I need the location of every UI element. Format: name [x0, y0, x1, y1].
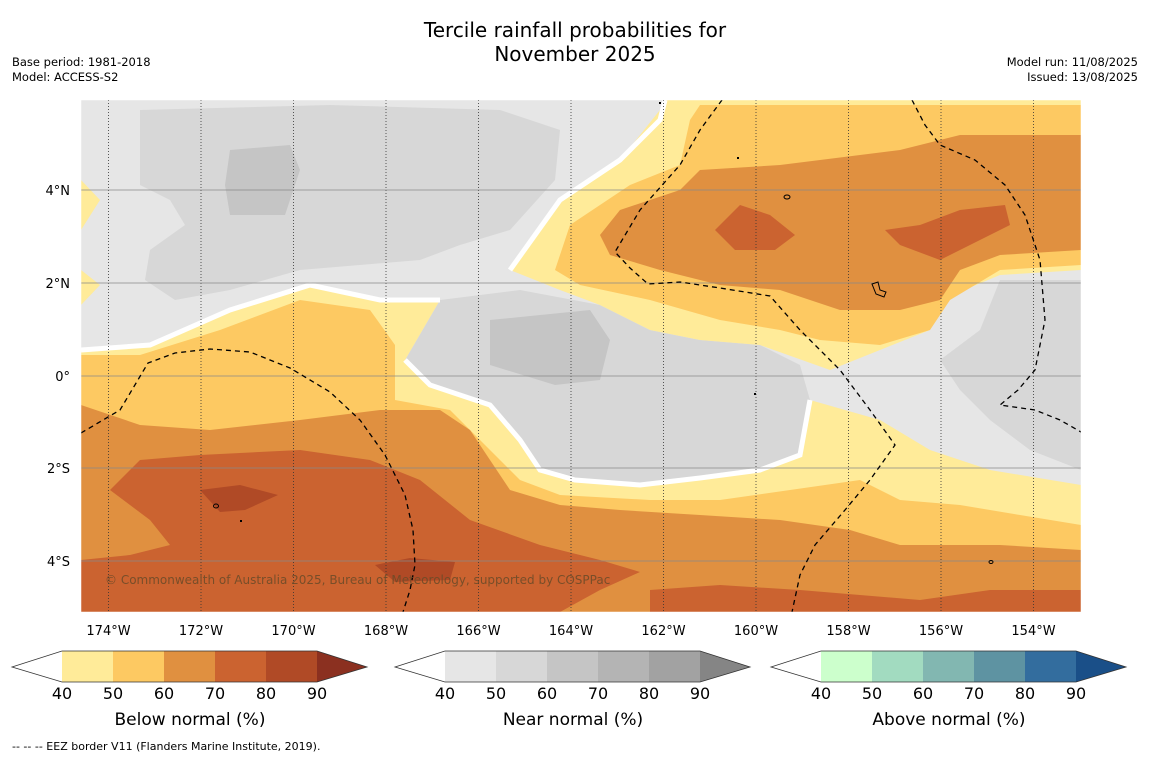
colorbar-over-arrow	[317, 651, 367, 682]
colorbar-under-arrow	[771, 651, 821, 682]
x-tick-label: 174°W	[86, 624, 130, 639]
eez-footnote: -- -- -- EEZ border V11 (Flanders Marine…	[12, 740, 321, 753]
colorbar-segment	[649, 651, 700, 682]
page-title: Tercile rainfall probabilities for Novem…	[0, 18, 1150, 66]
colorbar-segment	[547, 651, 598, 682]
colorbar-tick: 70	[205, 684, 225, 703]
y-tick-label: 0°	[55, 370, 70, 385]
colorbar-over-arrow	[1076, 651, 1126, 682]
y-tick-label: 2°N	[46, 277, 71, 292]
colorbar-segment	[923, 651, 974, 682]
colorbar-tick: 50	[486, 684, 506, 703]
x-tick-label: 164°W	[549, 624, 593, 639]
model-run-text: Model run: 11/08/2025	[1006, 55, 1138, 69]
x-tick-label: 168°W	[364, 624, 408, 639]
colorbar-segment	[598, 651, 649, 682]
base-period-text: Base period: 1981-2018	[12, 55, 151, 69]
colorbar-tick: 40	[435, 684, 455, 703]
x-axis-labels: 174°W 172°W 170°W 168°W 166°W 164°W 162°…	[86, 624, 1055, 639]
colorbar-under-arrow	[395, 651, 445, 682]
colorbar-tick: 60	[537, 684, 557, 703]
copyright-text: © Commonwealth of Australia 2025, Bureau…	[105, 573, 610, 587]
colorbar-segment	[974, 651, 1025, 682]
colorbar-label: Below normal (%)	[115, 710, 266, 730]
colorbar-tick: 50	[103, 684, 123, 703]
below-normal-colorbar: 40 50 60 70 80 90 Below normal (%)	[10, 650, 369, 730]
colorbar-tick: 40	[52, 684, 72, 703]
colorbar-tick: 70	[588, 684, 608, 703]
colorbar-segment	[1025, 651, 1076, 682]
y-tick-label: 4°N	[46, 184, 71, 199]
colorbar-segment	[62, 651, 113, 682]
colorbar-over-arrow	[700, 651, 750, 682]
colorbar-segment	[821, 651, 872, 682]
colorbar-tick: 80	[1015, 684, 1035, 703]
colorbar-tick: 90	[307, 684, 327, 703]
title-line-1: Tercile rainfall probabilities for	[423, 18, 727, 42]
colorbar-segment	[445, 651, 496, 682]
above-normal-colorbar: 40 50 60 70 80 90 Above normal (%)	[769, 650, 1128, 730]
x-tick-label: 158°W	[826, 624, 870, 639]
model-text: Model: ACCESS-S2	[12, 70, 119, 84]
y-axis-labels: 4°N 2°N 0° 2°S 4°S	[46, 184, 71, 570]
colorbar-segment	[872, 651, 923, 682]
y-tick-label: 4°S	[47, 555, 70, 570]
colorbar-tick: 90	[1066, 684, 1086, 703]
colorbar-segment	[215, 651, 266, 682]
x-tick-label: 162°W	[641, 624, 685, 639]
map-frame	[80, 99, 1082, 613]
colorbar-tick: 60	[154, 684, 174, 703]
model-info: Base period: 1981-2018 Model: ACCESS-S2	[12, 55, 151, 85]
colorbar-segment	[496, 651, 547, 682]
colorbar-tick: 80	[256, 684, 276, 703]
x-tick-label: 170°W	[271, 624, 315, 639]
colorbar-tick: 70	[964, 684, 984, 703]
colorbar-label: Above normal (%)	[872, 710, 1025, 730]
x-tick-label: 172°W	[179, 624, 223, 639]
colorbar-segment	[266, 651, 317, 682]
eez-border-lines	[81, 100, 1081, 612]
colorbar-tick: 90	[690, 684, 710, 703]
colorbar-label: Near normal (%)	[503, 710, 643, 730]
x-tick-label: 160°W	[734, 624, 778, 639]
colorbar-tick: 40	[811, 684, 831, 703]
colorbar-tick: 80	[639, 684, 659, 703]
x-tick-label: 154°W	[1011, 624, 1055, 639]
title-line-2: November 2025	[494, 42, 656, 66]
colorbar-under-arrow	[12, 651, 62, 682]
y-tick-label: 2°S	[47, 462, 70, 477]
x-tick-label: 156°W	[919, 624, 963, 639]
colorbar-segment	[164, 651, 215, 682]
colorbar-segment	[113, 651, 164, 682]
colorbar-tick: 60	[913, 684, 933, 703]
issued-text: Issued: 13/08/2025	[1027, 70, 1138, 84]
near-normal-colorbar: 40 50 60 70 80 90 Near normal (%)	[393, 650, 752, 730]
probability-field	[81, 100, 1081, 612]
colorbar-tick: 50	[862, 684, 882, 703]
run-info: Model run: 11/08/2025 Issued: 13/08/2025	[1007, 55, 1138, 85]
x-tick-label: 166°W	[456, 624, 500, 639]
